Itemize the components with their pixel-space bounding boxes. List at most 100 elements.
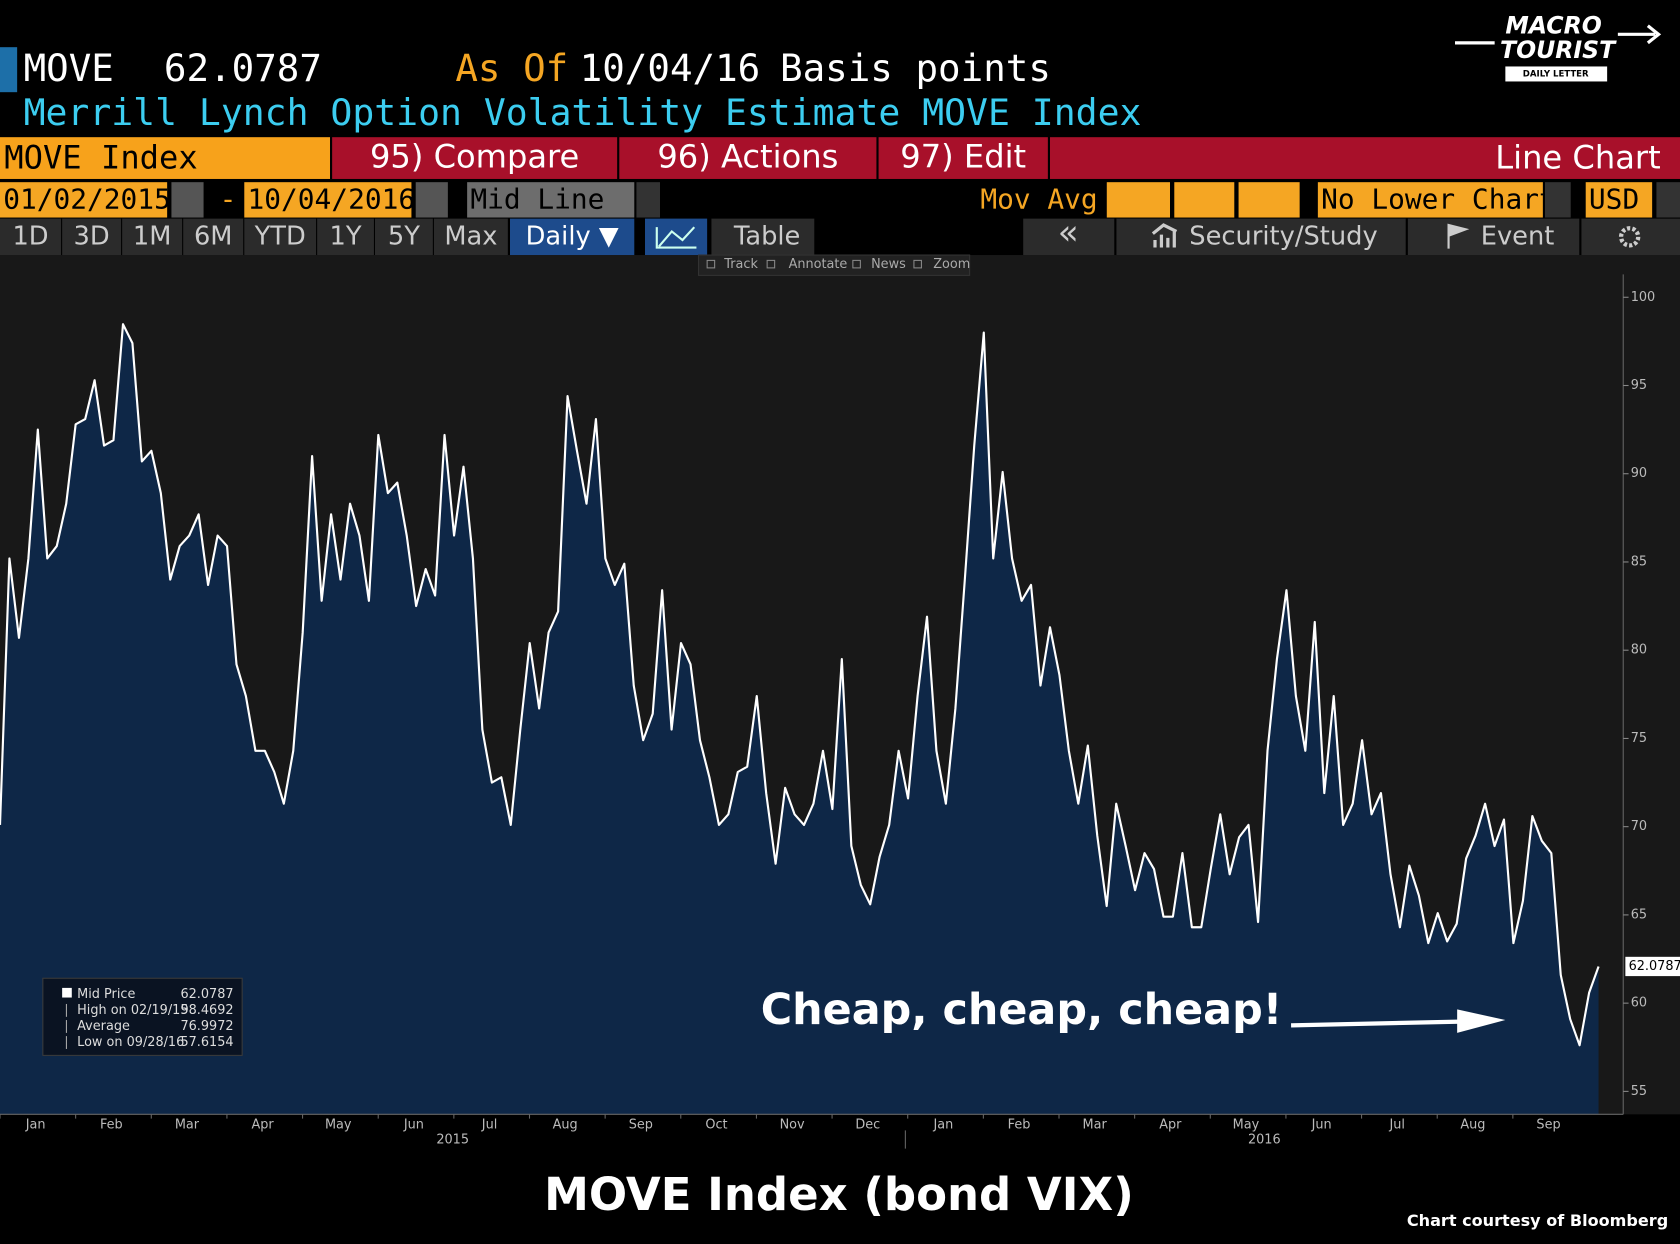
tabs: 1D 3D 1M 6M YTD 1Y 5Y Max Daily ▼ Table « Security/…	[0, 213, 1680, 256]
chart-view-tab[interactable]	[645, 218, 708, 256]
toolbar-button-label: 95) Compare	[370, 138, 579, 176]
x-tick-label: May	[1233, 1118, 1260, 1133]
end-date-box[interactable]	[244, 182, 412, 218]
year-label: 2016	[1248, 1133, 1281, 1148]
subtitle: Merrill Lynch Option Volatility Estimate…	[24, 91, 1142, 134]
x-tick-label: Aug	[1460, 1118, 1485, 1133]
x-tick-label: Sep	[629, 1118, 653, 1133]
calendar-button[interactable]	[415, 182, 448, 218]
price-type: Mid Line	[470, 182, 604, 215]
end-date: 10/04/2016	[247, 182, 415, 215]
chart-tools: Track Annotate News Zoom	[698, 254, 971, 276]
year-label: 2015	[436, 1133, 469, 1148]
period-tab-label: 1M	[133, 221, 172, 251]
legend-label: Average	[77, 1019, 130, 1034]
x-tick-label: Jun	[403, 1118, 424, 1133]
event-label: Event	[1481, 221, 1555, 251]
y-tick-label: 80	[1631, 643, 1647, 658]
x-tick-label: Mar	[175, 1118, 200, 1133]
period-tab-label: 1D	[12, 221, 48, 251]
mov-avg-label: Mov Avg	[980, 182, 1097, 215]
line	[0, 323, 1600, 1047]
price-box[interactable]	[467, 182, 635, 218]
period-tab[interactable]	[62, 218, 122, 256]
ticker: MOVE	[24, 46, 114, 90]
toolbar-button[interactable]	[332, 137, 618, 179]
start-date: 01/02/2015	[3, 182, 171, 215]
y-tick-label: 100	[1631, 290, 1656, 305]
legend-value: 62.0787	[180, 987, 233, 1002]
table-label: Table	[733, 221, 800, 251]
period-tab[interactable]	[375, 218, 433, 256]
x-tick-label: Feb	[1008, 1118, 1031, 1133]
frequency-label: Daily ▼	[526, 221, 619, 251]
start-date-box[interactable]	[0, 182, 168, 218]
range-dash: -	[220, 182, 237, 215]
x-tick-label: Mar	[1083, 1118, 1108, 1133]
x-tick-label: Aug	[553, 1118, 578, 1133]
tool-icon[interactable]	[706, 259, 716, 269]
security-box[interactable]	[0, 137, 330, 179]
frequency-tab[interactable]	[510, 218, 635, 256]
period-tab-label: Max	[444, 221, 497, 251]
lower-chart-box[interactable]	[1317, 182, 1543, 218]
tools-box	[698, 254, 971, 276]
table-tab[interactable]	[711, 218, 815, 256]
legend-value: 57.6154	[180, 1035, 233, 1050]
dropdown[interactable]	[636, 182, 660, 218]
x-tick-label: Jul	[481, 1118, 498, 1133]
legend-label: Mid Price	[77, 987, 135, 1002]
period-tab[interactable]	[183, 218, 244, 256]
mov-avg-box[interactable]	[1238, 182, 1300, 218]
y-tick-label: 60	[1631, 996, 1647, 1011]
settings-tab[interactable]	[1581, 218, 1680, 256]
period-tab[interactable]	[0, 218, 62, 256]
event-icon	[1447, 223, 1470, 249]
y-tick-label: 95	[1631, 378, 1647, 393]
info-legend: Mid Price 62.0787 High on 02/19/1598.469…	[42, 977, 243, 1056]
annotation-arrow-head	[1457, 1009, 1506, 1033]
period-tab-label: 1Y	[330, 221, 362, 251]
period-tab[interactable]	[317, 218, 374, 256]
security-name: MOVE Index	[4, 139, 197, 177]
period-tab[interactable]	[244, 218, 317, 256]
dropdown[interactable]	[1656, 182, 1680, 218]
x-tick-label: Jan	[25, 1118, 46, 1133]
tool-icon[interactable]	[913, 259, 922, 269]
chart-icon	[655, 226, 697, 249]
legend-value: 98.4692	[180, 1003, 233, 1018]
mov-avg-box[interactable]	[1106, 182, 1170, 218]
x-tick-label: Dec	[855, 1118, 880, 1133]
toolbar-button[interactable]	[878, 137, 1048, 179]
toolbar-button[interactable]	[619, 137, 877, 179]
calendar-button[interactable]	[171, 182, 204, 218]
y-tick-label: 85	[1631, 554, 1647, 569]
security-marker	[0, 47, 18, 93]
x-tick-label: Jan	[932, 1118, 953, 1133]
period-tab[interactable]	[433, 218, 508, 256]
dropdown[interactable]	[1545, 182, 1571, 218]
credit: Chart courtesy of Bloomberg	[1407, 1211, 1668, 1230]
event-tab[interactable]	[1407, 218, 1580, 256]
x-tick-label: Jun	[1311, 1118, 1332, 1133]
back-tab[interactable]	[1023, 218, 1115, 256]
currency-box[interactable]	[1585, 182, 1653, 218]
plot: 62.0787 55 60 65 70 75 80 85 90 95 100 Jan Feb Mar Apr…	[0, 274, 1680, 1149]
mov-avg-box[interactable]	[1174, 182, 1235, 218]
logo-banner	[1505, 66, 1608, 82]
period-tab[interactable]	[122, 218, 183, 256]
x-tick-label: Nov	[780, 1118, 805, 1133]
tool-label: News	[871, 257, 906, 272]
y-tick-label: 55	[1631, 1084, 1647, 1099]
view-bar	[1050, 137, 1680, 179]
x-tick-label: May	[325, 1118, 352, 1133]
x-tick-label: Feb	[100, 1118, 123, 1133]
tool-label: Track	[723, 257, 758, 272]
x-tick-label: Apr	[1159, 1118, 1182, 1133]
legend-label: Low on 09/28/16	[77, 1035, 184, 1050]
tool-icon[interactable]	[852, 259, 861, 269]
logo: MACRO TOURIST DAILY LETTER	[1455, 11, 1662, 82]
tool-icon[interactable]	[766, 259, 776, 269]
